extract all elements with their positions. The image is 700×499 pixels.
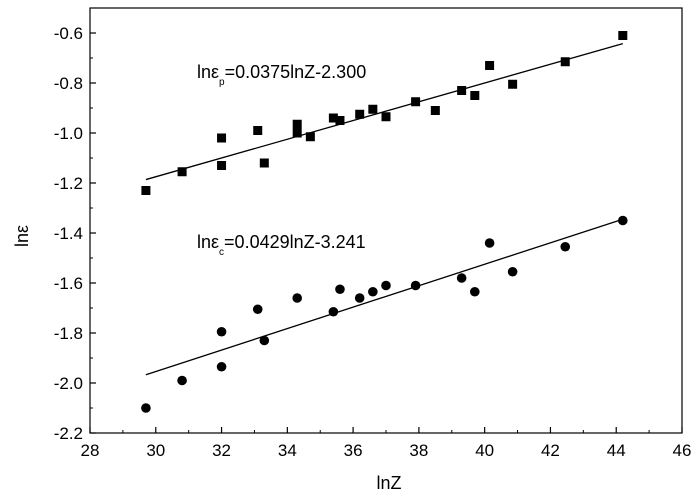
circle-point <box>141 403 151 413</box>
y-axis-label: lnε <box>12 225 32 247</box>
square-point <box>292 119 302 129</box>
x-tick-label: 34 <box>278 441 297 460</box>
x-tick-label: 46 <box>673 441 692 460</box>
y-tick-label: -1.6 <box>54 274 83 293</box>
square-point <box>485 61 495 70</box>
x-tick-label: 36 <box>344 441 363 460</box>
square-point <box>457 86 467 95</box>
circle-point <box>484 238 495 248</box>
x-tick-label: 32 <box>212 441 231 460</box>
square-point <box>177 167 187 177</box>
square-point <box>253 126 263 135</box>
square-point <box>355 109 365 119</box>
x-axis-label: lnZ <box>376 473 401 493</box>
y-tick-label: -2.2 <box>54 424 83 443</box>
square-point <box>470 91 480 100</box>
square-point <box>328 113 338 123</box>
x-tick-label: 28 <box>81 441 100 460</box>
y-tick-label: -2.0 <box>54 374 83 393</box>
circle-point <box>456 273 467 283</box>
circle-point <box>354 293 365 303</box>
y-tick-label: -1.2 <box>54 174 83 193</box>
square-point <box>560 57 570 67</box>
x-tick-label: 38 <box>409 441 428 460</box>
square-point <box>217 161 227 170</box>
x-tick-label: 30 <box>146 441 165 460</box>
y-tick-label: -1.0 <box>54 124 83 143</box>
circle-point <box>259 335 270 346</box>
circle-point <box>216 326 227 337</box>
circle-point <box>470 286 480 297</box>
tick-labels: 28 30 32 34 36 38 40 42 44 46 -2.2 -2.0 -1.8 -1.6 -1.4… <box>54 24 692 460</box>
equation-lower: lnεc=0.0429lnZ-3.241 <box>197 232 366 258</box>
square-point <box>411 97 421 107</box>
circle-point <box>507 266 518 277</box>
circle-point <box>335 284 345 295</box>
y-tick-label: -1.8 <box>54 324 83 343</box>
y-tick-label: -1.4 <box>54 224 83 243</box>
square-point <box>259 158 269 168</box>
circle-point <box>368 286 378 297</box>
data-points <box>141 31 628 413</box>
axis-ticks <box>89 32 683 434</box>
square-point <box>141 186 151 195</box>
circle-point <box>328 306 339 317</box>
square-point <box>217 133 227 143</box>
x-tick-label: 44 <box>607 441 626 460</box>
plot-frame <box>89 7 683 434</box>
circle-point <box>618 215 628 226</box>
square-point <box>430 106 440 115</box>
square-point <box>305 132 315 142</box>
equation-upper: lnεp=0.0375lnZ-2.300 <box>197 62 366 88</box>
fit-line <box>145 42 623 181</box>
fit-lines <box>145 42 624 376</box>
y-tick-label: -0.6 <box>54 24 83 43</box>
circle-point <box>560 241 571 252</box>
circle-point <box>410 280 421 291</box>
square-point <box>618 31 628 40</box>
y-tick-label: -0.8 <box>54 74 83 93</box>
square-point <box>508 79 518 89</box>
circle-point <box>177 375 187 386</box>
fit-line <box>145 218 624 376</box>
x-tick-label: 40 <box>475 441 494 460</box>
square-point <box>292 128 302 138</box>
x-tick-label: 42 <box>541 441 560 460</box>
square-point <box>381 112 391 122</box>
circle-point <box>216 361 227 372</box>
square-point <box>335 116 345 125</box>
square-point <box>368 104 378 114</box>
circle-point <box>381 280 391 291</box>
circle-point <box>292 293 303 303</box>
circle-point <box>252 304 263 315</box>
